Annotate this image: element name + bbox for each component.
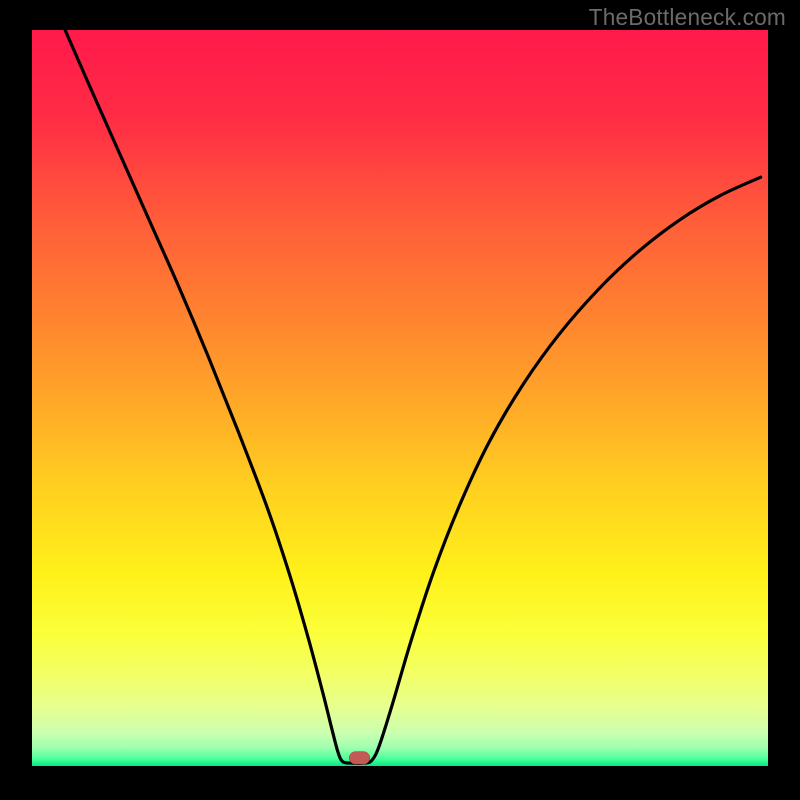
chart-stage: TheBottleneck.com xyxy=(0,0,800,800)
optimal-point-marker xyxy=(349,752,370,765)
plot-gradient-background xyxy=(32,30,768,766)
plot-area xyxy=(32,30,768,766)
chart-svg xyxy=(0,0,800,800)
